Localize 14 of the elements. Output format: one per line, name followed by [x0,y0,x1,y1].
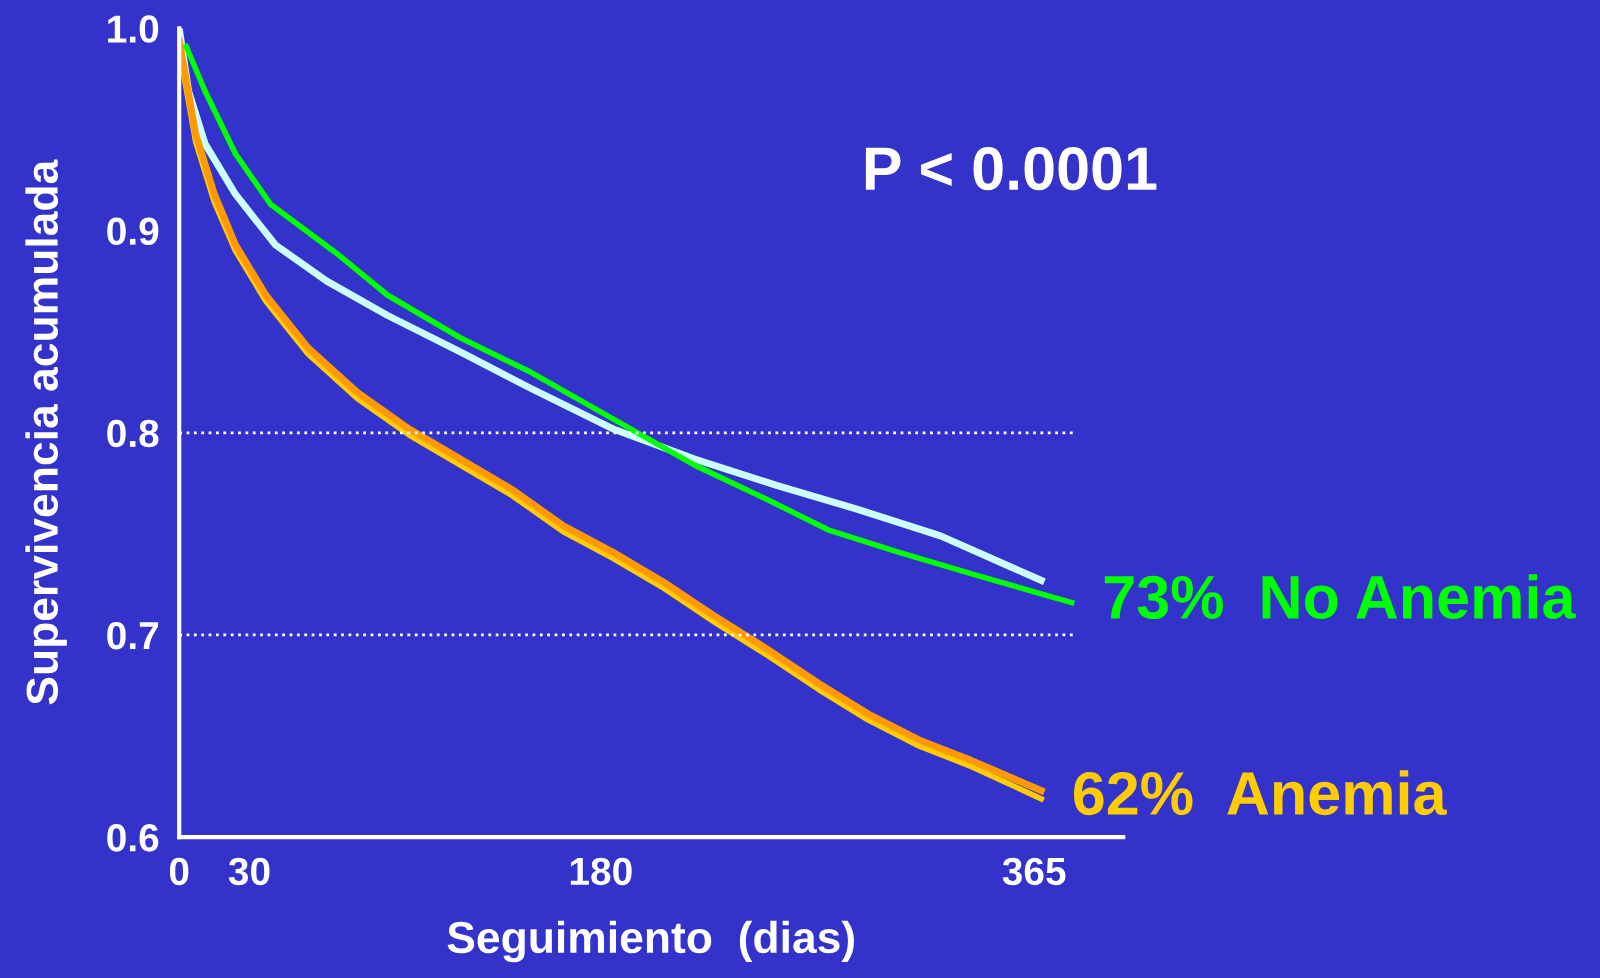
y-tick-label: 0.9 [107,217,159,246]
y-tick-label: 0.6 [107,824,159,852]
x-tick-label: 0 [169,857,189,886]
y-tick-label: 0.8 [107,419,159,448]
x-axis-title: Seguimiento (dias) [447,920,854,963]
y-tick-label: 0.7 [107,621,159,650]
x-tick-label: 30 [228,857,270,886]
x-tick-label: 365 [1002,857,1066,886]
series-label: 73% No Anemia [1104,574,1576,620]
y-tick-label: 1.0 [108,15,159,43]
x-tick-label: 180 [570,857,632,886]
annotation: P < 0.0001 [865,147,1157,191]
y-axis-title: Supervivencia acumulada [25,159,67,705]
series-label: 62% Anemia [1074,770,1447,816]
